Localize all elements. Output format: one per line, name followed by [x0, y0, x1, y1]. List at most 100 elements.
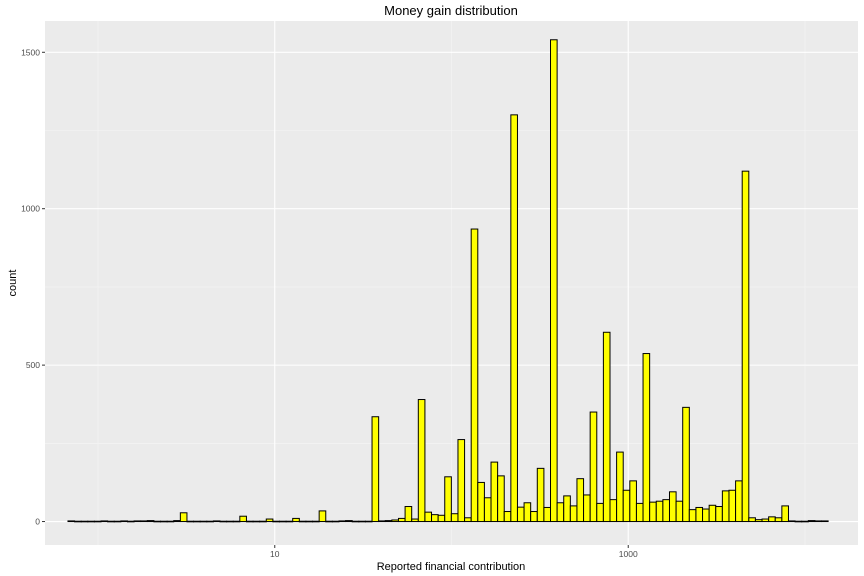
histogram-bar [232, 520, 241, 523]
histogram-bar [252, 520, 261, 523]
histogram-bar [821, 520, 829, 523]
y-tick-label: 1500 [21, 47, 40, 57]
histogram-bar [748, 517, 756, 523]
histogram-bar [662, 499, 670, 523]
histogram-bar [186, 520, 195, 523]
histogram-bar [219, 520, 228, 523]
histogram-bar [312, 520, 320, 523]
histogram-bar [761, 518, 770, 523]
histogram-bar [741, 170, 750, 523]
histogram-bar [259, 520, 267, 523]
histogram-bar [668, 491, 677, 523]
x-tick-label: 10 [270, 549, 280, 559]
histogram-bar [470, 228, 479, 523]
histogram-bar [113, 520, 122, 523]
histogram-bar [814, 520, 823, 523]
histogram-bar [490, 461, 499, 523]
histogram-bar [325, 520, 333, 523]
histogram-bar [728, 489, 737, 523]
histogram-bar [378, 520, 386, 523]
histogram-bar [774, 517, 783, 523]
histogram-bar [523, 502, 532, 523]
histogram-bar [318, 510, 327, 523]
histogram-bar [589, 411, 598, 523]
histogram-bar [338, 520, 347, 523]
histogram-bar [239, 515, 247, 523]
histogram-bar [801, 520, 809, 523]
histogram-bar [457, 439, 466, 523]
histogram-bar [530, 511, 538, 523]
histogram-bar [688, 509, 697, 523]
histogram-bar [477, 481, 485, 523]
histogram-bar [431, 514, 439, 523]
histogram-bar [126, 520, 135, 523]
histogram-bar [787, 520, 796, 523]
histogram-bar [794, 520, 803, 523]
histogram-bar [278, 520, 287, 523]
histogram-bar [622, 489, 631, 523]
histogram-bar [173, 520, 181, 523]
histogram-bar [265, 518, 274, 523]
histogram-bar [411, 518, 419, 523]
histogram-bar [450, 513, 459, 523]
histogram-bar [655, 500, 664, 523]
histogram-bar [212, 520, 221, 523]
histogram-bar [497, 475, 505, 523]
histogram-bar [424, 511, 433, 523]
histogram-bar [556, 502, 565, 523]
histogram-bar [483, 497, 492, 523]
histogram-bar [417, 399, 426, 523]
histogram-bar [721, 490, 730, 523]
histogram-bar [364, 520, 373, 523]
histogram-bar [206, 520, 214, 523]
histogram-bar [74, 520, 82, 523]
histogram-bar [404, 506, 413, 523]
histogram-bar [193, 520, 201, 523]
histogram-bar [87, 520, 95, 523]
histogram-bar [503, 511, 512, 523]
histogram-bar [708, 504, 717, 523]
histogram-bar [602, 331, 611, 523]
histogram-bar [140, 520, 148, 523]
x-axis-title: Reported financial contribution [377, 561, 526, 573]
histogram-bar [120, 520, 128, 523]
bar-layer [67, 39, 829, 523]
histogram-bar [292, 517, 300, 523]
histogram-bar [107, 520, 115, 523]
histogram-bar [735, 480, 743, 523]
histogram-bar [93, 520, 102, 523]
histogram-bar [245, 520, 254, 523]
histogram-bar [754, 519, 763, 523]
histogram-bar [576, 478, 585, 523]
histogram-bar [702, 508, 710, 523]
histogram-bar [351, 520, 360, 523]
histogram-bar [345, 520, 353, 523]
histogram-bar [807, 520, 816, 523]
histogram-bar [146, 520, 155, 523]
histogram-bar [629, 480, 637, 523]
histogram-bar [285, 520, 294, 523]
histogram-bar [397, 517, 406, 523]
histogram-bar [371, 416, 380, 523]
histogram-bar [437, 514, 446, 523]
histogram-bar [272, 520, 280, 523]
histogram-bar [179, 512, 188, 523]
histogram-bar [616, 451, 624, 523]
histogram-bar [298, 520, 307, 523]
histogram-bar [642, 353, 651, 523]
histogram-bar [67, 520, 76, 523]
histogram-bar [583, 494, 591, 523]
histogram-bar [550, 39, 558, 523]
histogram-bar [133, 520, 142, 523]
y-axis-title: count [7, 270, 19, 297]
histogram-bar [596, 502, 604, 523]
histogram-bar [153, 520, 162, 523]
y-tick-label: 0 [35, 517, 40, 527]
histogram-bar [384, 520, 393, 523]
histogram-bar [682, 406, 690, 523]
histogram-bar [199, 520, 208, 523]
histogram-bar [768, 516, 776, 523]
histogram-bar [543, 506, 552, 523]
